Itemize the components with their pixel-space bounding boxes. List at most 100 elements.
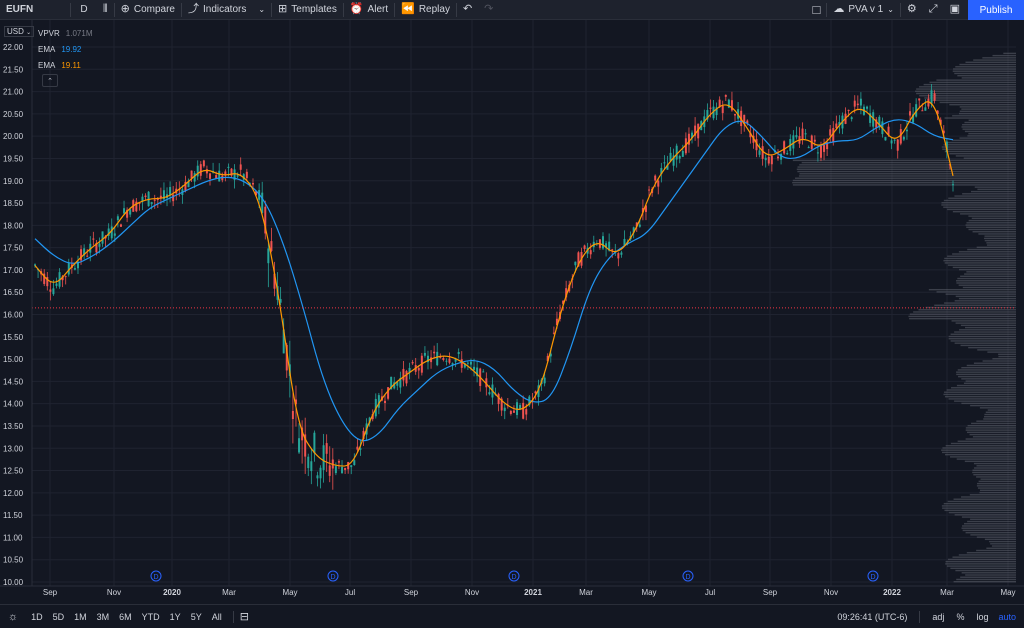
indicators-button[interactable]: ⤴ Indicators: [182, 0, 252, 20]
ema-line-1[interactable]: [34, 119, 954, 442]
candle-body: [101, 231, 104, 244]
legend-vpvr[interactable]: VPVR 1.071M: [38, 26, 92, 42]
volume-profile-bar: [944, 509, 1016, 512]
volume-profile-bar: [961, 402, 1016, 405]
legend-ema-1[interactable]: EMA 19.92: [38, 42, 92, 58]
candle-body: [534, 391, 537, 394]
price-axis[interactable]: 22.00 21.50 21.00 20.50 20.00 19.50 19.00 18.50…: [3, 20, 33, 587]
templates-button[interactable]: ⊞ Templates: [272, 0, 343, 20]
square-icon: □: [812, 2, 821, 17]
candle-body: [915, 104, 918, 117]
symbol-search[interactable]: EUFN: [0, 0, 70, 20]
volume-profile-bar: [961, 527, 1016, 529]
undo-button[interactable]: ↶: [457, 0, 478, 20]
dividend-marker[interactable]: [867, 570, 879, 582]
legend-ema-2[interactable]: EMA 19.11: [38, 58, 92, 74]
settings-button[interactable]: ⚙: [901, 0, 923, 20]
time-axis[interactable]: Sep Nov 2020 Mar May Jul Sep Nov 2021 Mar May Jul Se…: [0, 585, 1024, 597]
candle-body: [853, 100, 856, 107]
volume-profile-bar: [998, 353, 1016, 356]
volume-profile-bar: [967, 431, 1016, 434]
candle-body: [116, 216, 119, 221]
timezone-icon[interactable]: ☼: [8, 610, 19, 623]
range-1y[interactable]: 1Y: [169, 611, 181, 622]
candle-body: [466, 362, 469, 364]
redo-button[interactable]: ↷: [478, 0, 499, 20]
price-chart[interactable]: 22.00 21.50 21.00 20.50 20.00 19.50 19.00 18.50…: [0, 20, 1024, 600]
publish-button[interactable]: Publish: [968, 0, 1024, 20]
volume-profile-bar: [956, 578, 1016, 581]
auto-toggle[interactable]: auto: [998, 611, 1016, 622]
range-ytd[interactable]: YTD: [141, 611, 160, 622]
clock[interactable]: 09:26:41 (UTC-6): [837, 611, 908, 622]
candle-body: [371, 414, 374, 420]
volume-profile-bar: [955, 569, 1016, 572]
fullscreen-button[interactable]: ⤢: [923, 0, 944, 20]
volume-profile-bar: [958, 297, 1016, 300]
volume-profile-bar: [960, 213, 1016, 215]
indicators-dropdown[interactable]: ⌄: [252, 0, 271, 20]
candle-body: [826, 142, 829, 150]
fullscreen-layout-button[interactable]: □: [807, 0, 827, 20]
candle-body: [743, 114, 746, 125]
volume-profile-bar: [1003, 52, 1016, 55]
volume-profile-bar: [945, 560, 1016, 563]
range-5d[interactable]: 5D: [52, 611, 65, 622]
volume-profile-bar: [964, 130, 1016, 133]
volume-profile-bar: [947, 255, 1016, 257]
range-all[interactable]: All: [211, 611, 222, 622]
interval-button[interactable]: D: [71, 0, 97, 20]
currency-label[interactable]: USD ⌄: [4, 26, 35, 37]
alert-button[interactable]: ⏰ Alert: [344, 0, 394, 20]
candle-body: [113, 233, 116, 236]
volume-profile-bar: [977, 188, 1016, 191]
dividend-marker[interactable]: [682, 570, 694, 582]
candle-body: [236, 175, 239, 177]
range-1d[interactable]: 1D: [31, 611, 43, 622]
adj-toggle[interactable]: adj: [932, 611, 945, 622]
candle-body: [872, 112, 875, 127]
candle-body: [899, 129, 902, 144]
percent-toggle[interactable]: %: [956, 611, 965, 622]
volume-profile-bar: [978, 480, 1016, 483]
compare-button[interactable]: ⊕ Compare: [115, 0, 181, 20]
range-1m[interactable]: 1M: [74, 611, 87, 622]
candle-body: [896, 139, 899, 151]
dividend-marker[interactable]: [327, 570, 339, 582]
volume-profile-bar: [950, 442, 1016, 445]
candle-body: [565, 288, 568, 298]
y-tick-label: 19.00: [3, 177, 24, 186]
y-tick-label: 21.50: [3, 65, 24, 74]
chart-type-button[interactable]: ⫴: [97, 0, 114, 20]
candle-body: [138, 202, 141, 204]
log-toggle[interactable]: log: [976, 611, 989, 622]
snapshot-button[interactable]: ▣: [944, 0, 966, 20]
dividend-marker[interactable]: [150, 570, 162, 582]
y-tick-label: 14.00: [3, 400, 24, 409]
replay-button[interactable]: ⏪ Replay: [395, 0, 456, 20]
candle-body: [387, 387, 390, 399]
candle-body: [930, 90, 933, 104]
volume-profile-bar: [965, 438, 1016, 440]
volume-profile-bar: [977, 349, 1016, 351]
candle-body: [153, 199, 156, 201]
candle-body: [847, 109, 850, 111]
candle-body: [202, 160, 205, 167]
legend-collapse-button[interactable]: ⌃: [42, 74, 58, 87]
candle-body: [927, 98, 930, 107]
volume-profile-bar: [964, 523, 1016, 525]
candle-body: [209, 173, 212, 179]
volume-profile-bar: [952, 210, 1016, 213]
candle-body: [126, 209, 129, 218]
ema-line-2[interactable]: [34, 101, 954, 467]
volume-profile-bar: [951, 320, 1016, 322]
volume-profile-bar: [976, 485, 1016, 487]
volume-profile-bar: [956, 458, 1016, 460]
range-5y[interactable]: 5Y: [190, 611, 202, 622]
date-range-icon[interactable]: ⊟: [239, 611, 249, 623]
volume-profile-bar: [955, 322, 1016, 324]
dividend-marker[interactable]: [508, 570, 520, 582]
range-6m[interactable]: 6M: [119, 611, 132, 622]
layout-button[interactable]: ☁ PVA v 1 ⌄: [827, 0, 900, 20]
range-3m[interactable]: 3M: [96, 611, 110, 622]
